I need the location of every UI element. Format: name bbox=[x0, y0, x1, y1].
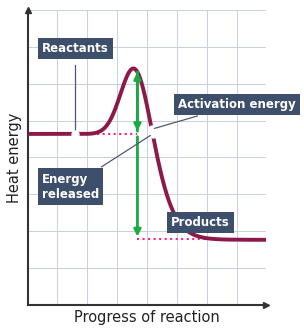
Text: Energy
released: Energy released bbox=[42, 135, 150, 201]
Text: Activation energy: Activation energy bbox=[154, 98, 296, 128]
Y-axis label: Heat energy: Heat energy bbox=[7, 112, 22, 203]
Text: Reactants: Reactants bbox=[42, 42, 109, 55]
Text: Products: Products bbox=[171, 216, 230, 229]
X-axis label: Progress of reaction: Progress of reaction bbox=[74, 310, 220, 325]
